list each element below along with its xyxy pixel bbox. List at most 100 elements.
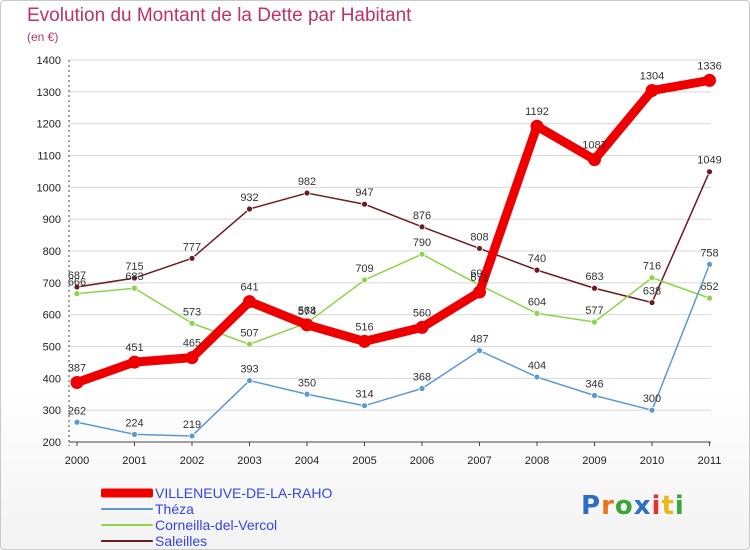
x-tick-label: 2009 [582, 455, 606, 467]
data-label-theza: 758 [700, 247, 718, 259]
chart-unit-label: (en €) [27, 30, 59, 44]
data-label-villeneuve-de-la-raho: 1192 [525, 106, 549, 118]
data-label-saleilles: 876 [413, 210, 431, 222]
data-point-villeneuve-de-la-raho [70, 375, 84, 389]
data-point-saleilles [648, 299, 656, 306]
data-label-villeneuve-de-la-raho: 516 [355, 321, 373, 333]
logo-letter: i [651, 491, 662, 521]
y-tick-label: 1300 [37, 87, 61, 99]
data-point-villeneuve-de-la-raho [185, 351, 199, 365]
data-label-saleilles: 740 [528, 253, 546, 265]
data-label-saleilles: 1049 [697, 155, 721, 167]
data-point-saleilles [361, 200, 368, 208]
data-label-villeneuve-de-la-raho: 387 [68, 362, 86, 374]
data-point-saleilles [131, 274, 138, 282]
y-tick-label: 400 [43, 373, 61, 385]
x-tick-label: 2010 [640, 455, 664, 467]
data-label-villeneuve-de-la-raho: 568 [298, 305, 316, 317]
data-point-saleilles [73, 283, 81, 291]
legend-swatch [101, 540, 153, 542]
data-label-theza: 224 [125, 417, 143, 429]
y-tick-label: 300 [43, 405, 61, 417]
data-point-theza [648, 406, 656, 414]
data-label-corneilla-del-vercol: 652 [700, 281, 718, 293]
data-point-corneilla-del-vercol [648, 274, 656, 282]
data-label-corneilla-del-vercol: 507 [240, 327, 258, 339]
x-tick-label: 2005 [352, 455, 376, 467]
data-label-corneilla-del-vercol: 604 [528, 296, 546, 308]
series-line-corneilla-del-vercol [76, 253, 711, 346]
series-line-theza [76, 263, 711, 437]
data-point-saleilles [303, 189, 311, 197]
data-label-corneilla-del-vercol: 790 [413, 237, 431, 249]
data-label-villeneuve-de-la-raho: 560 [413, 307, 431, 319]
data-label-theza: 314 [355, 389, 373, 401]
series-line-villeneuve-de-la-raho [72, 75, 714, 387]
data-point-saleilles [591, 284, 598, 292]
y-tick-label: 900 [43, 214, 61, 226]
x-tick-label: 2011 [698, 455, 722, 467]
logo-letter: r [601, 491, 615, 521]
data-label-saleilles: 683 [585, 271, 603, 283]
data-point-theza [706, 260, 713, 268]
data-label-theza: 350 [298, 377, 316, 389]
data-label-saleilles: 777 [183, 241, 201, 253]
data-point-theza [361, 402, 368, 410]
series-line-saleilles [76, 170, 711, 304]
logo-letter: x [633, 491, 652, 521]
data-point-saleilles [533, 266, 541, 274]
data-label-villeneuve-de-la-raho: 641 [240, 282, 258, 294]
y-tick-label: 200 [43, 437, 61, 449]
data-label-theza: 487 [470, 334, 488, 346]
data-label-villeneuve-de-la-raho: 1336 [697, 60, 721, 72]
legend-swatch [101, 508, 153, 510]
y-tick-label: 1100 [37, 151, 61, 163]
y-tick-label: 600 [43, 310, 61, 322]
data-label-saleilles: 932 [240, 192, 258, 204]
legend-label: Corneilla-del-Vercol [155, 517, 278, 533]
data-point-theza [476, 347, 483, 355]
data-label-corneilla-del-vercol: 573 [183, 306, 201, 318]
y-tick-label: 500 [43, 342, 61, 354]
data-label-villeneuve-de-la-raho: 451 [125, 342, 143, 354]
data-label-theza: 393 [240, 364, 258, 376]
data-point-saleilles [476, 245, 483, 252]
data-label-corneilla-del-vercol: 709 [355, 263, 373, 275]
y-tick-label: 1400 [37, 55, 61, 67]
data-point-corneilla-del-vercol [188, 319, 196, 327]
legend-swatch [101, 524, 153, 526]
data-point-villeneuve-de-la-raho [588, 153, 601, 167]
x-tick-label: 2006 [410, 455, 434, 467]
proxiti-logo: Proxiti [581, 491, 685, 521]
data-point-villeneuve-de-la-raho [128, 355, 141, 369]
data-point-villeneuve-de-la-raho [358, 334, 371, 348]
data-point-corneilla-del-vercol [73, 290, 81, 298]
data-label-saleilles: 947 [355, 187, 373, 199]
data-point-corneilla-del-vercol [706, 294, 713, 302]
data-point-theza [418, 385, 426, 392]
x-tick-label: 2002 [180, 455, 204, 467]
x-tick-label: 2007 [467, 455, 491, 467]
data-label-corneilla-del-vercol: 666 [68, 277, 86, 289]
data-point-theza [591, 392, 598, 399]
legend-label: VILLENEUVE-DE-LA-RAHO [155, 485, 333, 501]
x-tick-label: 2008 [525, 455, 549, 467]
data-point-theza [188, 432, 196, 440]
x-tick-label: 2004 [295, 455, 319, 467]
data-point-villeneuve-de-la-raho [645, 84, 659, 98]
data-point-theza [533, 373, 541, 381]
data-label-villeneuve-de-la-raho: 671 [470, 272, 488, 284]
data-label-corneilla-del-vercol: 716 [643, 261, 661, 273]
data-label-theza: 300 [643, 393, 661, 405]
data-point-corneilla-del-vercol [418, 250, 426, 258]
data-label-villeneuve-de-la-raho: 465 [183, 338, 201, 350]
logo-letter: P [581, 491, 602, 521]
y-tick-label: 1000 [37, 182, 61, 194]
data-label-saleilles: 715 [125, 261, 143, 273]
data-label-corneilla-del-vercol: 574 [298, 306, 316, 318]
data-label-saleilles: 687 [68, 270, 86, 282]
data-point-saleilles [706, 168, 713, 176]
legend-swatch [101, 488, 153, 498]
data-point-corneilla-del-vercol [591, 318, 598, 326]
